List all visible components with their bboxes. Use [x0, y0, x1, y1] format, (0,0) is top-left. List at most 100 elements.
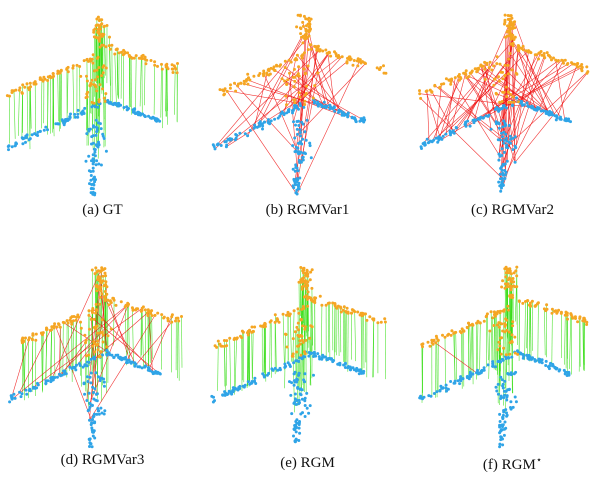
source-point — [103, 271, 107, 275]
target-point — [91, 169, 95, 173]
source-point — [275, 319, 279, 323]
target-point — [501, 415, 505, 419]
source-point — [527, 303, 531, 307]
source-point — [298, 95, 302, 99]
source-point — [100, 74, 104, 78]
target-point — [482, 366, 486, 370]
source-point — [426, 340, 430, 344]
target-point — [511, 104, 514, 108]
wrong-match-line — [426, 90, 430, 143]
target-point — [263, 120, 266, 124]
target-point — [521, 356, 525, 360]
source-point — [101, 333, 105, 337]
source-point — [139, 57, 143, 60]
correct-match-line — [372, 320, 374, 378]
source-point — [491, 316, 495, 320]
target-point — [502, 389, 506, 393]
source-point — [529, 51, 533, 55]
source-point — [299, 353, 303, 357]
source-point — [526, 50, 530, 54]
correct-match-line — [251, 332, 253, 383]
source-point — [530, 299, 534, 303]
source-point — [457, 78, 461, 82]
target-point — [363, 118, 367, 122]
panel-c: (c) RGMVar2 — [410, 0, 615, 252]
target-point — [10, 395, 14, 399]
source-point — [482, 319, 486, 323]
target-point — [301, 156, 304, 160]
source-point — [247, 76, 250, 80]
target-point — [276, 116, 280, 120]
target-point — [455, 126, 458, 130]
target-point — [458, 382, 462, 386]
source-point — [355, 59, 359, 63]
source-point — [153, 313, 157, 317]
source-point — [337, 55, 341, 59]
correct-match-line — [476, 321, 479, 376]
source-point — [497, 79, 501, 83]
source-point — [295, 25, 299, 29]
source-point — [8, 94, 11, 98]
source-point — [305, 269, 309, 273]
source-point — [503, 73, 507, 77]
target-point — [498, 412, 502, 416]
target-point — [500, 378, 504, 382]
target-point — [497, 180, 501, 184]
target-point — [295, 166, 299, 170]
target-point — [91, 385, 95, 389]
correct-match-line — [22, 337, 25, 389]
source-point — [297, 91, 301, 95]
source-point — [146, 313, 150, 317]
wrong-match-line — [431, 91, 454, 131]
target-point — [235, 133, 239, 137]
caption-a: (a) GT — [0, 202, 205, 219]
target-point — [439, 384, 443, 388]
source-point — [140, 308, 144, 312]
source-point — [160, 67, 164, 71]
source-point — [476, 319, 480, 323]
target-point — [507, 372, 511, 376]
source-point — [507, 100, 511, 104]
target-point — [243, 132, 247, 136]
target-point — [210, 394, 214, 398]
source-point — [293, 330, 297, 334]
source-point — [545, 303, 549, 307]
target-point — [320, 103, 323, 107]
target-point — [420, 147, 423, 150]
source-point — [18, 86, 22, 90]
target-point — [303, 404, 307, 407]
source-point — [98, 355, 102, 359]
source-point — [384, 71, 388, 75]
source-point — [313, 296, 317, 300]
wrong-match-line — [419, 93, 538, 109]
source-point — [440, 82, 443, 86]
source-point — [160, 313, 164, 317]
target-point — [467, 377, 471, 381]
source-point — [32, 81, 36, 85]
target-point — [78, 364, 82, 367]
source-point — [56, 72, 60, 75]
source-point — [308, 278, 312, 282]
correct-match-line — [354, 311, 356, 362]
target-point — [436, 136, 440, 140]
target-point — [501, 171, 505, 175]
target-point — [97, 140, 100, 144]
target-point — [510, 355, 514, 359]
source-point — [99, 23, 103, 27]
source-point — [91, 344, 95, 348]
correct-match-line — [509, 295, 511, 343]
source-point — [261, 72, 265, 76]
target-point — [429, 139, 433, 143]
source-point — [512, 23, 516, 27]
point-cloud-plot-f — [418, 265, 589, 449]
source-point — [512, 100, 516, 104]
source-point — [509, 35, 513, 39]
source-point — [517, 49, 521, 53]
target-point — [320, 357, 324, 361]
source-point — [297, 311, 301, 315]
wrong-match-line — [520, 59, 562, 104]
source-point — [304, 29, 308, 33]
source-point — [434, 334, 438, 338]
target-point — [101, 353, 104, 357]
source-point — [70, 320, 74, 324]
